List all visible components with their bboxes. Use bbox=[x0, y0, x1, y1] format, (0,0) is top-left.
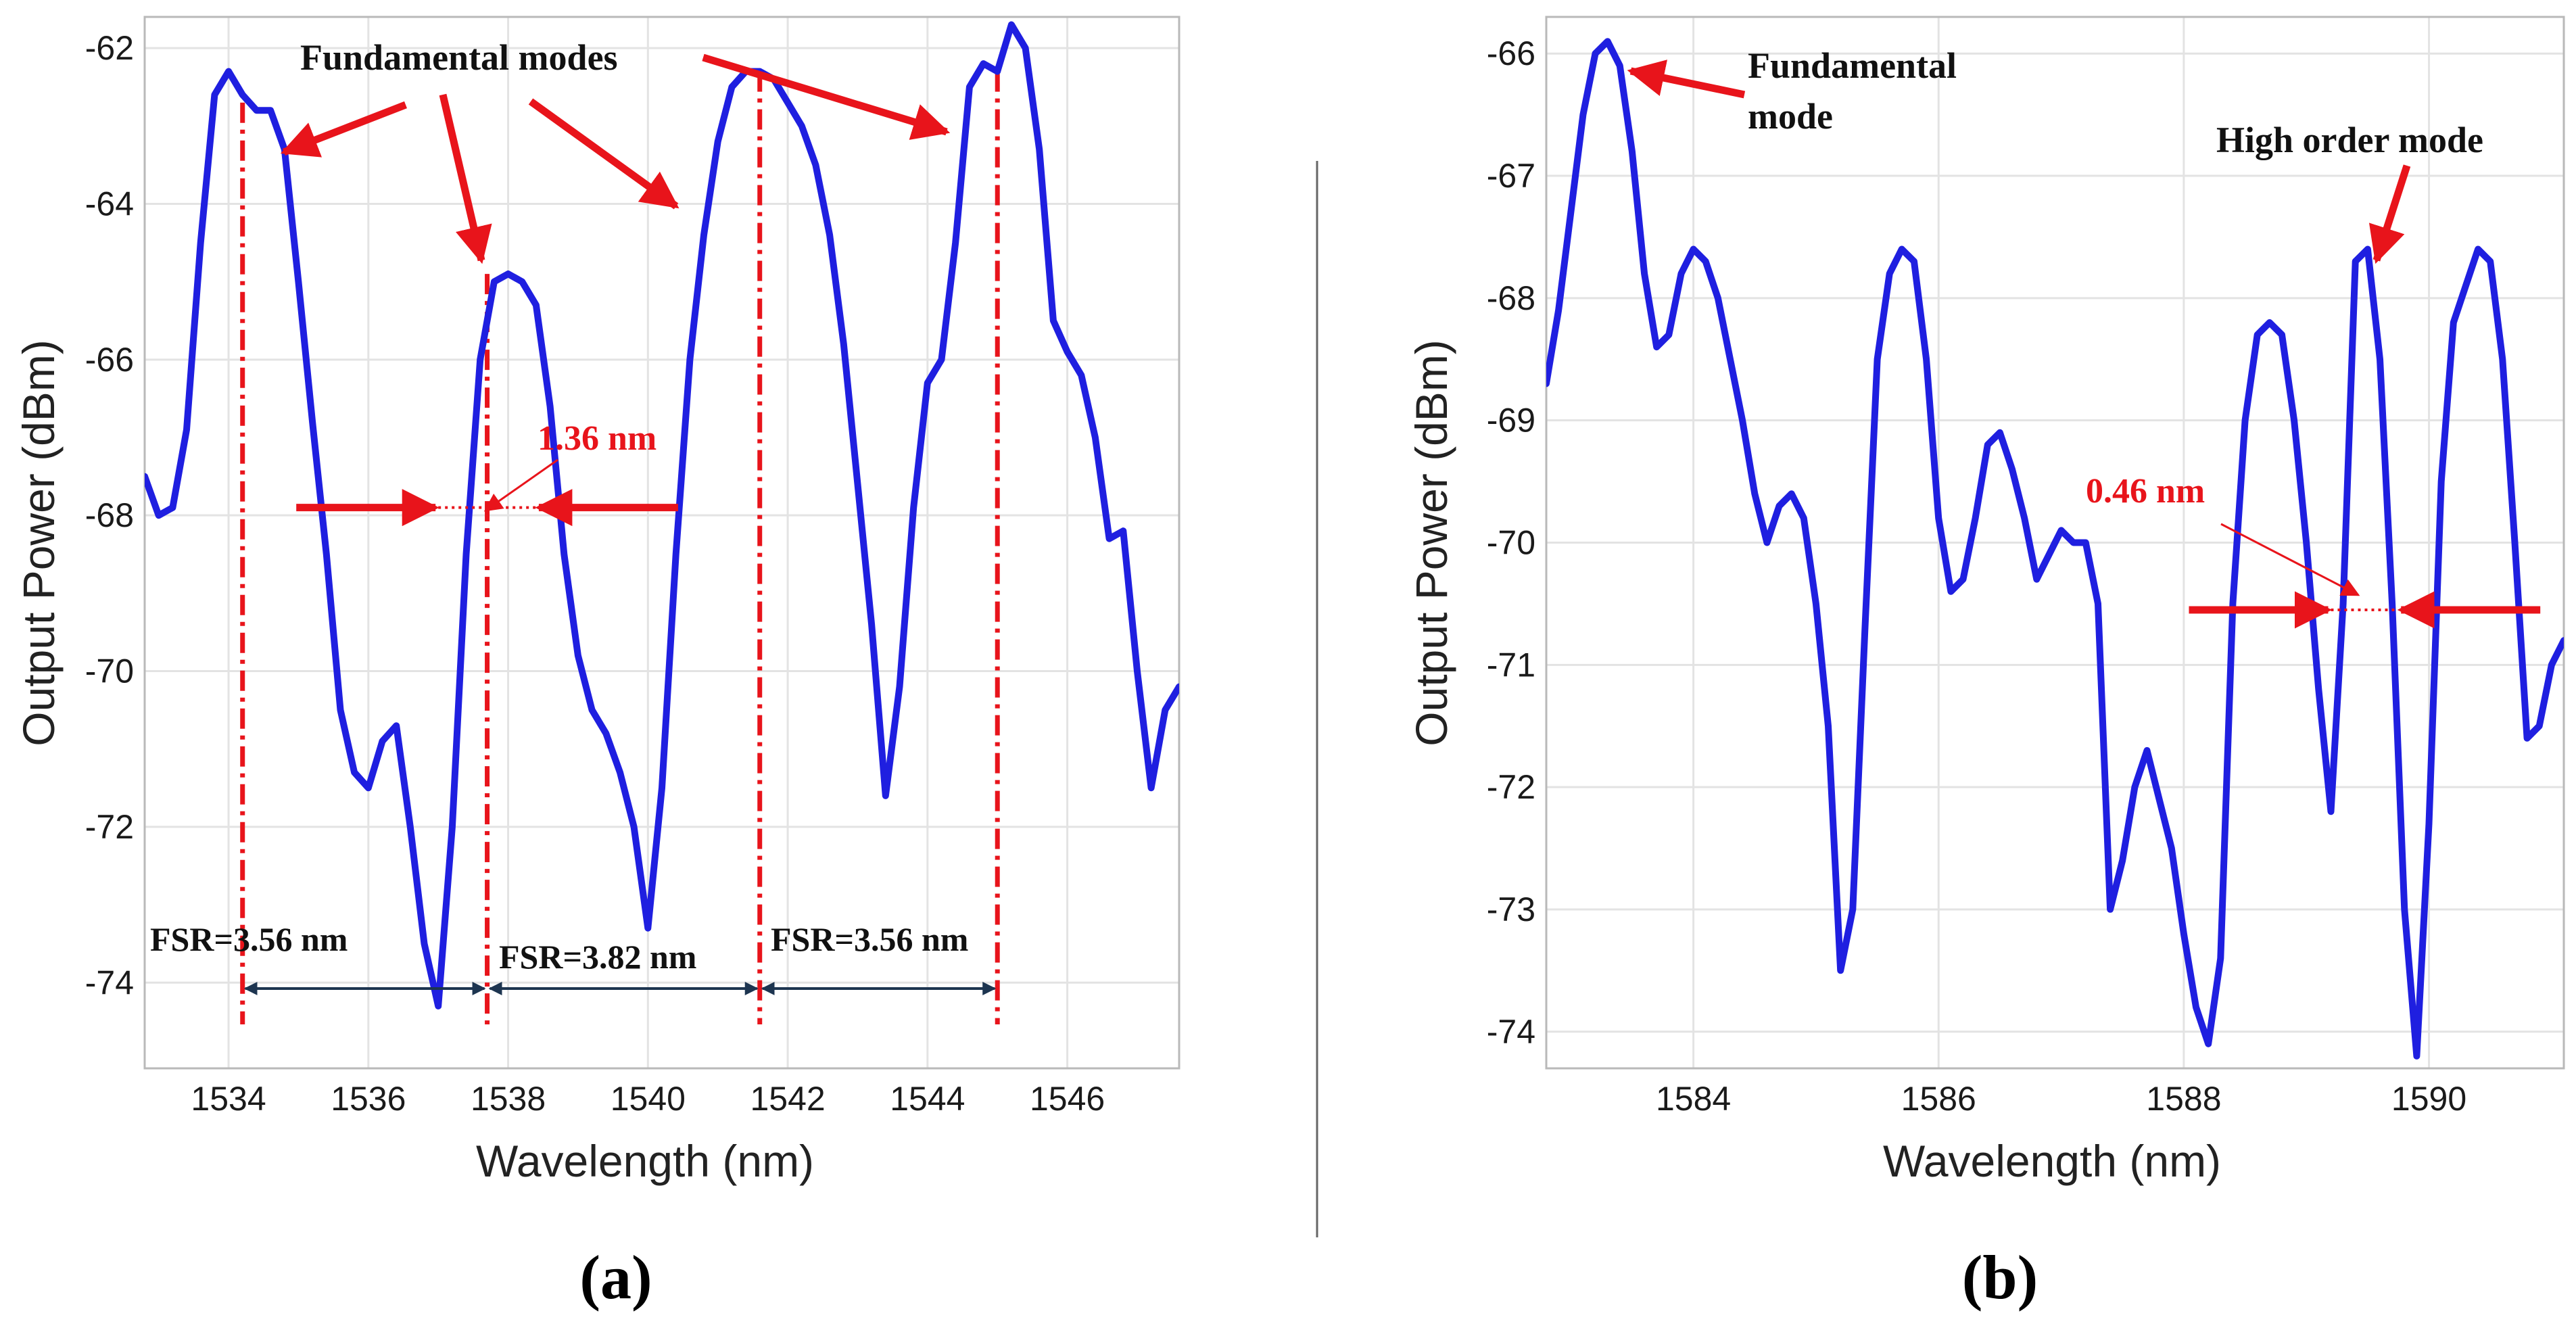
panel-b-fundamental-label-line1: Fundamental bbox=[1748, 45, 1957, 86]
y-tick-label: -70 bbox=[1487, 524, 1535, 562]
fsr-label-1: FSR=3.56 nm bbox=[150, 920, 348, 958]
y-tick-label: -66 bbox=[85, 341, 134, 379]
y-tick-label: -73 bbox=[1487, 890, 1535, 928]
x-tick-label: 1588 bbox=[2146, 1080, 2221, 1118]
fsr-label-3: FSR=3.56 nm bbox=[771, 920, 968, 958]
x-tick-label: 1538 bbox=[471, 1080, 546, 1118]
panel-b-plot-frame bbox=[1545, 16, 2565, 1070]
panel-b-high-order-arrow bbox=[2368, 164, 2411, 264]
panel-a-label: (a) bbox=[579, 1243, 652, 1312]
panel-b-spectrum-line bbox=[1546, 38, 2564, 1060]
mode-arrow-1 bbox=[280, 101, 407, 158]
panel-a-mode-lines bbox=[240, 71, 1000, 1024]
y-tick-label: -69 bbox=[1487, 402, 1535, 440]
panel-a-fundamental-modes-label: Fundamental modes bbox=[300, 37, 618, 78]
y-tick-label: -72 bbox=[85, 808, 134, 846]
x-tick-label: 1546 bbox=[1030, 1080, 1105, 1118]
x-tick-label: 1544 bbox=[890, 1080, 965, 1118]
x-tick-label: 1540 bbox=[611, 1080, 686, 1118]
y-tick-label: -68 bbox=[1487, 279, 1535, 317]
y-tick-label: -70 bbox=[85, 652, 134, 690]
mode-arrow-4 bbox=[702, 53, 951, 140]
panel-a-mode-arrows bbox=[280, 53, 951, 264]
y-tick-label: -66 bbox=[1487, 34, 1535, 72]
panel-a-y-tick-labels: -62 -64 -66 -68 -70 -72 -74 bbox=[85, 29, 134, 1001]
y-tick-label: -62 bbox=[85, 29, 134, 67]
x-tick-label: 1584 bbox=[1656, 1080, 1731, 1118]
panel-b-fundamental-label-line2: mode bbox=[1748, 96, 1833, 137]
panel-b-x-axis-label: Wavelength (nm) bbox=[1883, 1136, 2221, 1186]
panel-a-fwhm-label: 1.36 nm bbox=[538, 419, 657, 458]
x-tick-label: 1542 bbox=[750, 1080, 825, 1118]
y-tick-label: -71 bbox=[1487, 646, 1535, 684]
fsr-label-2: FSR=3.82 nm bbox=[499, 938, 696, 976]
mode-arrow-3 bbox=[528, 98, 679, 210]
panel-b-fundamental-arrow bbox=[1627, 60, 1746, 99]
panel-b-high-order-label: High order mode bbox=[2216, 120, 2483, 160]
y-tick-label: -64 bbox=[85, 185, 134, 222]
panel-a-chart: 1534 1536 1538 1540 1542 1544 1546 -62-64-66-6… bbox=[14, 16, 1180, 1312]
panel-b-y-axis-label: Output Power (dBm) bbox=[1406, 339, 1456, 746]
panel-a-x-tick-labels: 1534 1536 1538 1540 1542 1544 1546 bbox=[191, 1080, 1105, 1118]
panel-b-fwhm-label: 0.46 nm bbox=[2086, 472, 2205, 510]
panel-a-spectrum-line bbox=[145, 21, 1179, 1010]
x-tick-label: 1534 bbox=[191, 1080, 266, 1118]
panel-a-gridlines bbox=[145, 17, 1179, 1068]
mode-arrow-2 bbox=[439, 93, 492, 264]
x-tick-label: 1586 bbox=[1901, 1080, 1976, 1118]
panel-a-y-axis-label: Output Power (dBm) bbox=[14, 339, 64, 746]
panel-b-fwhm-pointer bbox=[2220, 523, 2360, 596]
panel-b-x-tick-labels: 1584 1586 1588 1590 bbox=[1656, 1080, 2466, 1118]
panel-b-label: (b) bbox=[1962, 1243, 2038, 1312]
y-tick-label: -67 bbox=[1487, 157, 1535, 195]
panel-a-fwhm-pointer bbox=[483, 458, 558, 512]
x-tick-label: 1536 bbox=[331, 1080, 406, 1118]
y-tick-label: -68 bbox=[85, 496, 134, 534]
panel-a-plot-frame bbox=[143, 16, 1180, 1070]
panel-b-chart: 1584 1586 1588 1590 -66 -67 -68 -69 -70 -71 -72 -7… bbox=[1406, 16, 2565, 1312]
y-tick-label: -74 bbox=[85, 964, 134, 1001]
panel-b-y-tick-labels: -66 -67 -68 -69 -70 -71 -72 -73 -74 bbox=[1487, 34, 1535, 1051]
panel-a-x-axis-label: Wavelength (nm) bbox=[476, 1136, 814, 1186]
y-tick-label: -72 bbox=[1487, 768, 1535, 806]
x-tick-label: 1590 bbox=[2391, 1080, 2466, 1118]
y-tick-label: -74 bbox=[1487, 1013, 1535, 1051]
